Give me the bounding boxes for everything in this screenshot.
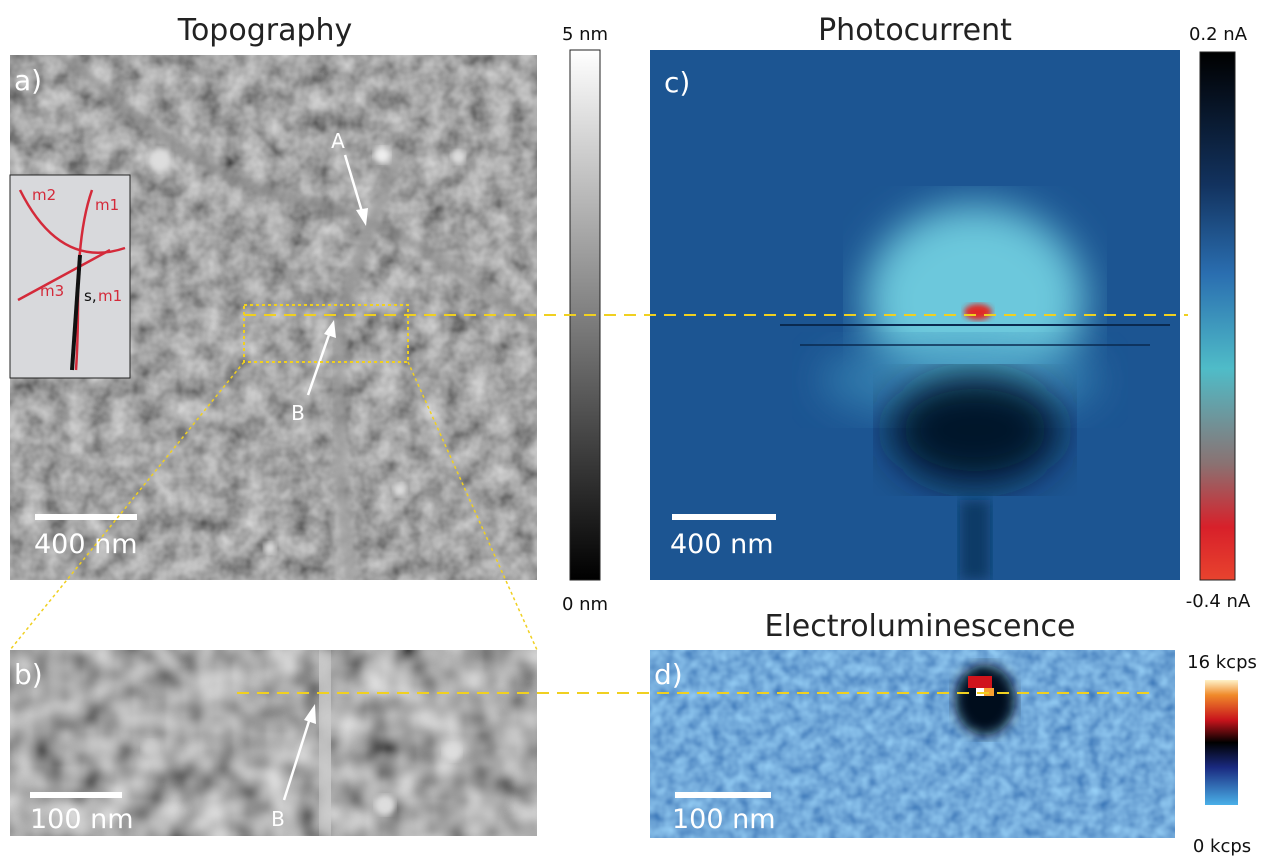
inset-label: m1 <box>98 287 122 305</box>
panel-label: c) <box>664 66 690 99</box>
inset: m2 m1 m3 s, m1 <box>10 175 130 378</box>
colorbar-label: -0.4 nA <box>1186 591 1251 612</box>
colorbar-label: 0.2 nA <box>1189 24 1248 45</box>
inset-label: m1 <box>95 196 119 214</box>
scale-bar-label: 100 nm <box>672 804 776 835</box>
marker-label: B <box>291 401 305 425</box>
scale-bar <box>30 792 122 798</box>
scale-bar <box>675 792 771 798</box>
scale-bar-label: 100 nm <box>30 804 134 835</box>
figure: Topography Photocurrent Electroluminesce… <box>0 0 1269 861</box>
panel-label: a) <box>14 64 42 97</box>
colorbar-label: 0 nm <box>562 594 608 615</box>
colorbar <box>1205 680 1238 805</box>
scale-bar-label: 400 nm <box>670 529 774 560</box>
marker-label: A <box>331 129 345 153</box>
panel-label: b) <box>14 658 43 691</box>
panel-label: d) <box>654 658 683 691</box>
colorbar <box>1200 52 1235 580</box>
scale-bar <box>35 514 137 520</box>
inset-label: s, <box>84 287 97 305</box>
colorbar-label: 5 nm <box>562 24 608 45</box>
inset-label: m2 <box>32 186 56 204</box>
title: Electroluminescence <box>765 609 1076 644</box>
title: Photocurrent <box>818 13 1012 48</box>
colorbar-label: 16 kcps <box>1187 652 1257 673</box>
inset-label: m3 <box>40 282 64 300</box>
colorbar-label: 0 kcps <box>1193 836 1251 857</box>
marker-label: B <box>271 807 285 831</box>
scale-bar <box>672 514 776 520</box>
scale-bar-label: 400 nm <box>34 529 138 560</box>
title: Topography <box>177 13 353 48</box>
